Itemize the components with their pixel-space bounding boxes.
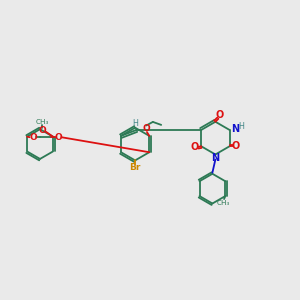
Text: O: O xyxy=(29,133,37,142)
Text: H: H xyxy=(132,119,138,128)
Text: H: H xyxy=(238,122,244,131)
Text: O: O xyxy=(38,126,46,135)
Text: O: O xyxy=(190,142,199,152)
Text: N: N xyxy=(231,124,239,134)
Text: CH₃: CH₃ xyxy=(35,119,49,125)
Text: CH₃: CH₃ xyxy=(216,200,230,206)
Text: O: O xyxy=(142,124,150,133)
Text: O: O xyxy=(216,110,224,120)
Text: O: O xyxy=(232,141,240,151)
Text: O: O xyxy=(55,133,62,142)
Text: Br: Br xyxy=(130,163,141,172)
Text: N: N xyxy=(211,153,220,163)
